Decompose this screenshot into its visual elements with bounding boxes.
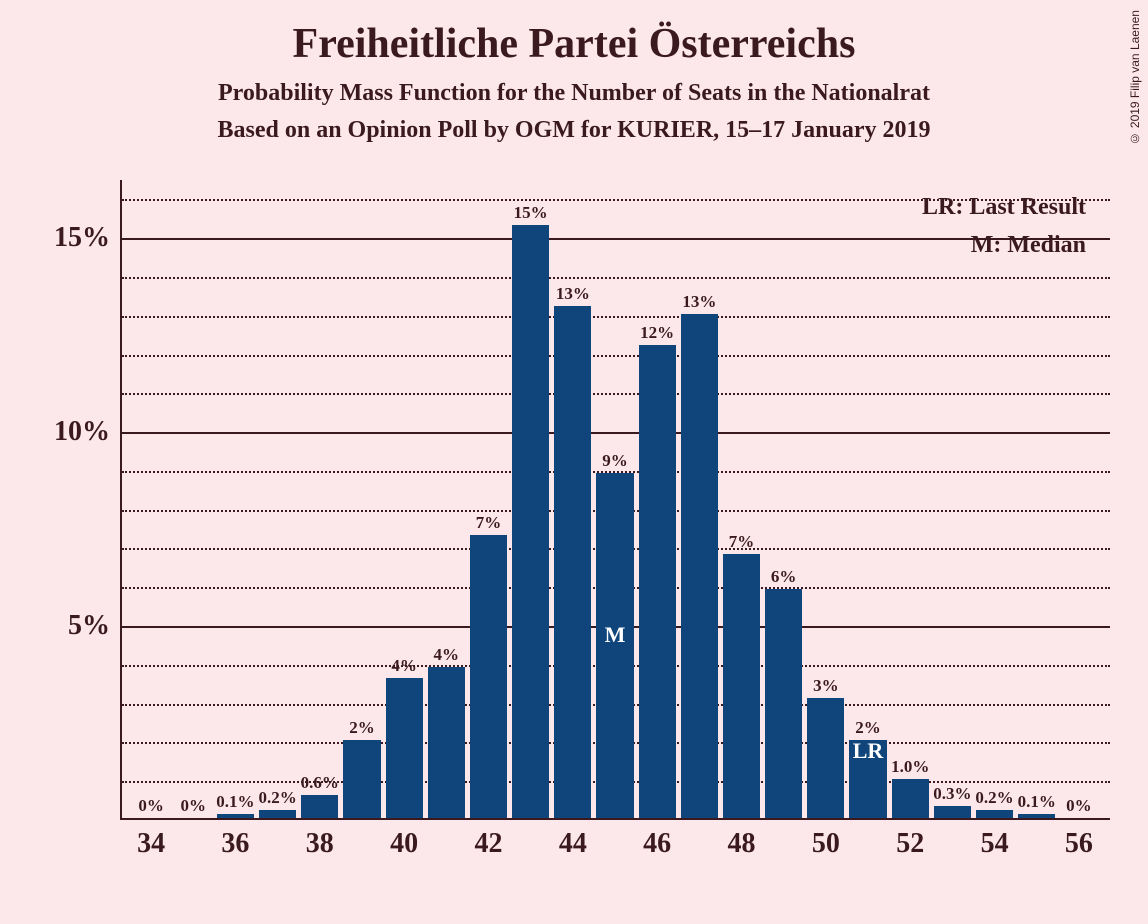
bar: 4% [428, 667, 465, 818]
bar-value-label: 4% [434, 645, 460, 665]
bar-marker-label: LR [853, 738, 884, 764]
x-tick-label: 40 [390, 828, 418, 860]
bar-value-label: 1.0% [891, 757, 929, 777]
x-tick-label: 42 [474, 828, 502, 860]
bar: 1.0% [892, 779, 929, 818]
x-tick-label: 56 [1065, 828, 1093, 860]
bar-value-label: 0.1% [1018, 792, 1056, 812]
bar: 0.2% [976, 810, 1013, 818]
x-tick-label: 46 [643, 828, 671, 860]
grid-minor [122, 316, 1110, 318]
bar: 0.3% [934, 806, 971, 818]
bar-value-label: 12% [640, 323, 674, 343]
plot-area: LR: Last Result M: Median 5%10%15%0%0%0.… [120, 180, 1110, 860]
bar-value-label: 2% [349, 718, 375, 738]
x-tick-label: 54 [981, 828, 1009, 860]
x-axis [120, 818, 1110, 820]
bar-value-label: 13% [556, 284, 590, 304]
bar: 13% [681, 314, 718, 818]
bar: 7% [723, 554, 760, 818]
bar-value-label: 0.6% [301, 773, 339, 793]
y-tick-label: 10% [30, 416, 110, 448]
legend-m: M: Median [922, 226, 1086, 264]
bar: 0.2% [259, 810, 296, 818]
bar-value-label: 2% [855, 718, 881, 738]
bar: 12% [639, 345, 676, 818]
bar-value-label: 0% [181, 796, 207, 816]
bar-value-label: 7% [729, 532, 755, 552]
grid-major [122, 432, 1110, 434]
x-tick-label: 36 [221, 828, 249, 860]
bar-value-label: 6% [771, 567, 797, 587]
bar: 7% [470, 535, 507, 818]
bar-value-label: 0% [1066, 796, 1092, 816]
bar: 4% [386, 678, 423, 818]
chart-subtitle-1: Probability Mass Function for the Number… [0, 80, 1148, 107]
bar-value-label: 3% [813, 676, 839, 696]
x-tick-label: 48 [728, 828, 756, 860]
bar-marker-label: M [605, 622, 626, 648]
bar-value-label: 0.2% [258, 788, 296, 808]
chart-titles: Freiheitliche Partei Österreichs Probabi… [0, 20, 1148, 154]
bar: 3% [807, 698, 844, 818]
bar-value-label: 0.1% [216, 792, 254, 812]
chart-subtitle-2: Based on an Opinion Poll by OGM for KURI… [0, 117, 1148, 144]
legend-lr: LR: Last Result [922, 188, 1086, 226]
bar: 9%M [596, 473, 633, 818]
bar-value-label: 15% [514, 203, 548, 223]
bar-value-label: 0.2% [975, 788, 1013, 808]
grid-minor [122, 355, 1110, 357]
x-tick-label: 44 [559, 828, 587, 860]
grid-minor [122, 199, 1110, 201]
chart-title: Freiheitliche Partei Österreichs [0, 20, 1148, 68]
bar-value-label: 9% [602, 451, 628, 471]
bar: 0.6% [301, 795, 338, 818]
chart-canvas: © 2019 Filip van Laenen Freiheitliche Pa… [0, 0, 1148, 924]
y-tick-label: 5% [30, 610, 110, 642]
bar-value-label: 13% [682, 292, 716, 312]
bar-value-label: 0% [138, 796, 164, 816]
bar-value-label: 7% [476, 513, 502, 533]
bar: 13% [554, 306, 591, 818]
y-tick-label: 15% [30, 222, 110, 254]
x-tick-label: 38 [306, 828, 334, 860]
y-axis [120, 180, 122, 820]
x-tick-label: 52 [896, 828, 924, 860]
bar: 2% [343, 740, 380, 818]
bar-value-label: 0.3% [933, 784, 971, 804]
x-tick-label: 50 [812, 828, 840, 860]
grid-minor [122, 277, 1110, 279]
bar: 2%LR [849, 740, 886, 818]
grid-minor [122, 393, 1110, 395]
bar: 15% [512, 225, 549, 818]
grid-major [122, 238, 1110, 240]
x-tick-label: 34 [137, 828, 165, 860]
bar: 6% [765, 589, 802, 818]
bar-value-label: 4% [391, 656, 417, 676]
